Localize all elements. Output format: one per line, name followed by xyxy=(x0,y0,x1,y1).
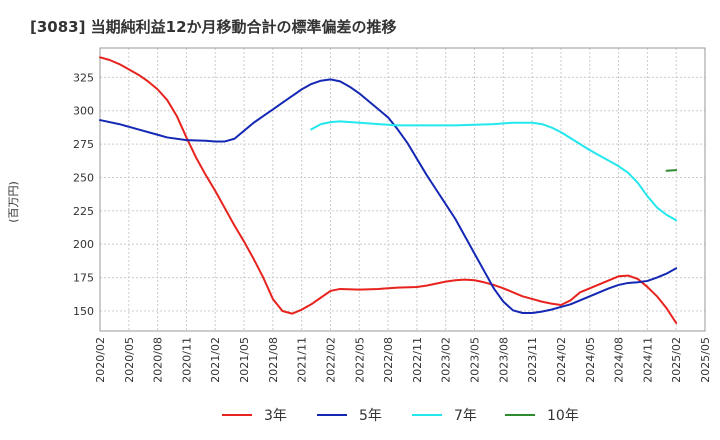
y-tick-label: 275 xyxy=(73,138,94,151)
x-tick-label: 2022/05 xyxy=(353,337,366,383)
legend: 3年 5年 7年 10年 xyxy=(222,408,579,424)
y-tick-label: 250 xyxy=(73,171,94,184)
x-tick-label: 2024/05 xyxy=(584,337,597,383)
x-tick-label: 2022/02 xyxy=(324,337,337,383)
legend-label-3: 7年 xyxy=(454,408,477,424)
grid-layer xyxy=(100,48,705,331)
x-tick-label: 2020/08 xyxy=(152,337,165,383)
y-tick-label: 300 xyxy=(73,105,94,118)
chart-title: [3083] 当期純利益12か月移動合計の標準偏差の推移 xyxy=(30,18,397,36)
legend-label-1: 3年 xyxy=(264,408,287,424)
x-tick-label: 2021/02 xyxy=(209,337,222,383)
x-tick-label: 2020/11 xyxy=(180,337,193,383)
series-layer xyxy=(99,56,678,324)
series-line-4 xyxy=(665,169,678,172)
x-tick-label: 2025/02 xyxy=(670,337,683,383)
x-tick-label: 2023/11 xyxy=(526,337,539,383)
y-axis-label: (百万円) xyxy=(7,181,20,223)
y-tick-label: 175 xyxy=(73,272,94,285)
x-tick-label: 2025/05 xyxy=(699,337,712,383)
y-tick-label: 325 xyxy=(73,71,94,84)
series-line-3 xyxy=(310,120,678,222)
x-tick-label: 2024/11 xyxy=(641,337,654,383)
y-tick-label: 225 xyxy=(73,205,94,218)
x-tick-label: 2020/05 xyxy=(123,337,136,383)
legend-label-4: 10年 xyxy=(547,408,579,424)
x-tick-label: 2021/08 xyxy=(267,337,280,383)
x-tick-label: 2021/05 xyxy=(238,337,251,383)
y-tick-label: 200 xyxy=(73,238,94,251)
y-axis-ticks: 150 175 200 225 250 275 300 325 xyxy=(73,71,94,318)
series-line-2 xyxy=(99,78,678,314)
plot-area xyxy=(99,47,706,332)
x-tick-label: 2022/11 xyxy=(411,337,424,383)
x-tick-label: 2024/02 xyxy=(555,337,568,383)
x-tick-label: 2023/05 xyxy=(469,337,482,383)
series-line-1 xyxy=(99,56,678,324)
x-tick-label: 2020/02 xyxy=(94,337,107,383)
y-tick-label: 150 xyxy=(73,305,94,318)
x-tick-label: 2023/08 xyxy=(497,337,510,383)
x-tick-label: 2022/08 xyxy=(382,337,395,383)
x-tick-label: 2023/02 xyxy=(440,337,453,383)
legend-label-2: 5年 xyxy=(359,408,382,424)
x-tick-label: 2024/08 xyxy=(613,337,626,383)
x-tick-label: 2021/11 xyxy=(296,337,309,383)
x-axis-ticks: 2020/02 2020/05 2020/08 2020/11 2021/02 2021/… xyxy=(94,337,712,383)
